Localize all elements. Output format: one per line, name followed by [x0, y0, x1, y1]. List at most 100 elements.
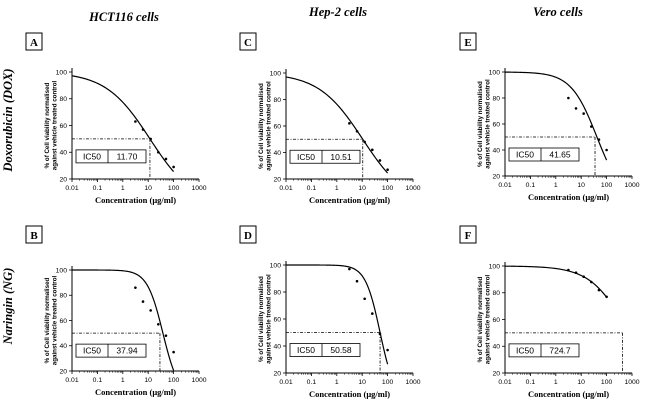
column-title-hct116: HCT116 cells	[88, 10, 159, 24]
x-tick-label: 100	[382, 379, 394, 386]
y-tick-label: 60	[59, 318, 67, 325]
y-axis-label-line: against vehicle treated control	[485, 275, 492, 365]
x-tick-label: 10	[358, 185, 366, 192]
x-tick-label: 1	[121, 185, 125, 192]
y-axis-label-line: against vehicle treated control	[52, 276, 59, 366]
x-axis-label: Concentration (μg/ml)	[95, 387, 176, 397]
data-point	[574, 271, 578, 274]
data-point	[574, 107, 578, 110]
x-tick-label: 0.01	[65, 185, 78, 192]
x-tick-label: 10	[144, 185, 152, 192]
data-point	[348, 267, 351, 271]
data-point	[172, 350, 175, 354]
y-tick-label: 20	[59, 176, 67, 183]
ic50-box	[508, 147, 580, 162]
x-tick-label: 1000	[191, 377, 206, 384]
ic50-label: IC50	[297, 345, 315, 355]
x-tick-label: 0.1	[307, 185, 317, 192]
y-tick-label: 40	[273, 150, 281, 157]
ic50-value: 41.65	[549, 150, 571, 160]
data-point	[363, 297, 366, 301]
data-point	[371, 312, 374, 315]
y-tick-label: 100	[270, 70, 282, 77]
y-tick-label: 60	[273, 316, 281, 323]
data-point	[157, 322, 160, 326]
data-point	[348, 122, 351, 125]
x-tick-label: 0.01	[65, 377, 78, 384]
x-axis-label: Concentration (μg/ml)	[309, 389, 390, 399]
x-tick-label: 1000	[624, 379, 639, 386]
y-tick-label: 40	[59, 343, 67, 350]
x-tick-label: 0.01	[498, 379, 511, 386]
panel-letter: C	[244, 37, 252, 49]
data-point	[134, 286, 137, 289]
y-axis-label: % of Cell viability normalisedagainst ve…	[44, 276, 59, 366]
dose-response-curve	[286, 264, 389, 365]
y-tick-label: 20	[59, 368, 67, 375]
data-point	[582, 112, 585, 115]
y-tick-label: 100	[56, 267, 68, 274]
y-tick-label: 100	[489, 263, 501, 270]
x-tick-label: 0.1	[93, 377, 103, 384]
data-point	[149, 137, 152, 141]
panel-c: C 0.01 0.1 1 10 100 1000 20 40 60 80 100 Concentrati…	[239, 32, 421, 205]
y-tick-label: 100	[56, 69, 68, 76]
data-point	[141, 300, 145, 303]
y-tick-label: 20	[273, 176, 281, 183]
y-axis-label: % of Cell viability normalisedagainst ve…	[44, 81, 59, 171]
panel-letter-box	[25, 32, 43, 51]
data-point	[605, 148, 608, 152]
x-tick-label: 100	[382, 185, 394, 192]
data-point	[157, 150, 160, 154]
y-axis-label: % of Cell viability normalisedagainst ve…	[477, 275, 492, 365]
ic50-label: IC50	[516, 150, 534, 160]
y-tick-label: 20	[273, 370, 281, 377]
panel-letter-box	[459, 32, 477, 51]
panel-e: E 0.01 0.1 1 10 100 1000 20 40 60 80 100 Concentrati…	[459, 32, 640, 202]
panel-letter: E	[464, 37, 471, 49]
x-axis-label: Concentration (μg/ml)	[309, 195, 390, 205]
data-point	[590, 280, 593, 284]
panel-letter-box	[25, 225, 43, 244]
data-point	[355, 279, 359, 283]
dose-response-curve	[72, 269, 175, 371]
data-point	[164, 157, 168, 161]
x-tick-label: 0.1	[93, 185, 103, 192]
y-axis-label: % of Cell viability normalisedagainst ve…	[258, 274, 273, 364]
ic50-box	[289, 343, 361, 357]
panel-a: A 0.01 0.1 1 10 100 1000 20 40 60 80 100 Concentrati…	[25, 32, 207, 205]
ic50-box	[508, 343, 580, 358]
x-tick-label: 100	[168, 377, 180, 384]
data-point	[172, 165, 175, 169]
y-tick-label: 80	[273, 289, 281, 296]
column-title-vero: Vero cells	[533, 5, 583, 19]
data-point	[371, 148, 374, 152]
x-tick-label: 0.01	[498, 182, 511, 189]
y-tick-label: 80	[492, 290, 500, 297]
data-point	[134, 120, 137, 123]
y-tick-label: 20	[492, 173, 500, 180]
panel-d: D 0.01 0.1 1 10 100 1000 20 40 60 80 100 Concentrati…	[239, 225, 421, 399]
dose-response-curve	[504, 71, 608, 161]
data-point	[149, 309, 152, 312]
x-tick-label: 1000	[405, 185, 420, 192]
y-tick-label: 80	[59, 96, 67, 103]
x-axis-label: Concentration (μg/ml)	[528, 192, 609, 202]
ic50-value: 10.51	[330, 152, 352, 162]
x-tick-label: 1	[335, 185, 339, 192]
x-tick-label: 10	[144, 377, 152, 384]
y-tick-label: 40	[492, 344, 500, 351]
x-tick-label: 100	[601, 379, 613, 386]
y-axis-label: % of Cell viability normalisedagainst ve…	[258, 81, 273, 171]
dose-response-curve	[504, 265, 608, 298]
x-tick-label: 0.1	[526, 182, 536, 189]
y-tick-label: 80	[492, 95, 500, 102]
y-tick-label: 60	[492, 317, 500, 324]
ic50-value: 37.94	[116, 346, 138, 356]
y-axis-label-line: against vehicle treated control	[266, 274, 273, 364]
y-axis-label-line: % of Cell viability normalised	[477, 81, 484, 167]
y-axis-label-line: against vehicle treated control	[266, 81, 273, 171]
x-tick-label: 0.01	[279, 185, 292, 192]
panel-letter: A	[30, 37, 38, 49]
